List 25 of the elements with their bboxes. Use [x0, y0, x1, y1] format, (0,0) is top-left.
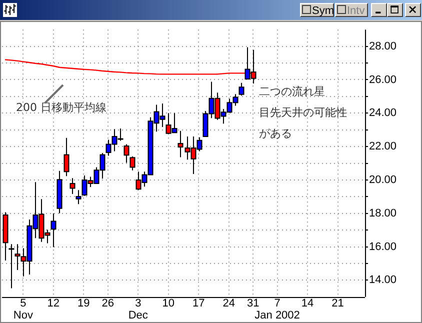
annotation: がある	[259, 126, 292, 140]
text: Intv	[335, 3, 368, 17]
x-tick-label: 31	[246, 298, 260, 310]
y-tick-label: 18.00	[369, 207, 397, 220]
x-tick-label: 24	[222, 298, 235, 310]
x-tick-label: 21	[332, 298, 344, 310]
x-tick-label: 12	[47, 298, 60, 310]
x-tick-label: 5 Nov	[13, 298, 34, 322]
y-tick-label: 28.00	[369, 40, 397, 52]
x-tick-label: 14	[301, 298, 314, 310]
y-tick-label: 14.00	[369, 274, 397, 286]
x-tick-label: 10	[162, 298, 174, 310]
candlestick	[8, 244, 15, 289]
y-tick-label: 16.00	[369, 240, 397, 253]
annotation: 200 日移動平均線	[16, 100, 106, 114]
x-tick-label: 26	[102, 298, 114, 310]
x-tick-label: 19	[78, 298, 90, 310]
y-tick-label: 24.00	[369, 107, 397, 120]
annotation: 目先天井の可能性	[259, 106, 347, 119]
x-tick-label: 17	[192, 298, 205, 310]
y-tick-label: 22.00	[369, 140, 397, 153]
y-tick-label: 20.00	[369, 174, 397, 186]
x-tick-label: 3 Dec	[128, 298, 148, 322]
annotation: 二つの流れ星	[259, 84, 325, 98]
y-tick-label: 26.00	[369, 74, 397, 86]
